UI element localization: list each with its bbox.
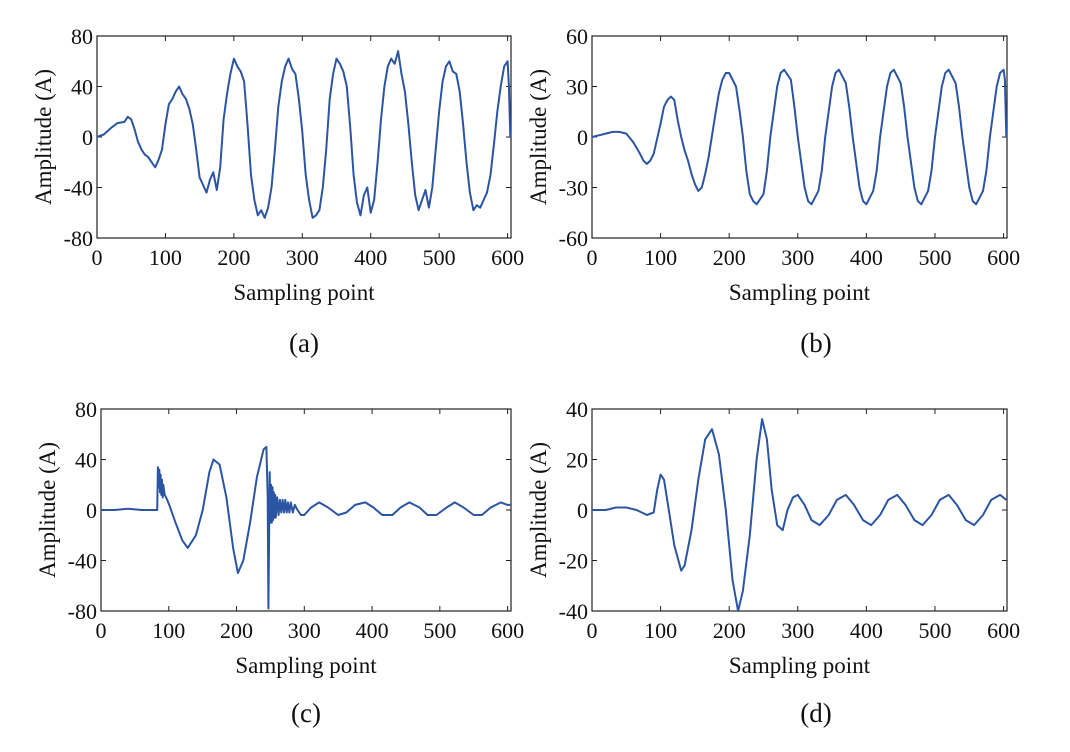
x-tick-label: 0 bbox=[92, 245, 103, 270]
x-tick-label: 100 bbox=[644, 618, 677, 643]
x-tick-label: 500 bbox=[423, 618, 456, 643]
x-axis-label: Sampling point bbox=[233, 280, 375, 305]
y-tick-label: 40 bbox=[566, 397, 588, 422]
y-tick-label: -40 bbox=[64, 176, 93, 201]
series-line-1 bbox=[592, 418, 1007, 612]
y-tick-label: -80 bbox=[64, 226, 93, 251]
plot-frame bbox=[96, 35, 512, 239]
x-tick-label: 300 bbox=[781, 245, 814, 270]
series-line-1 bbox=[591, 68, 1008, 206]
y-tick-label: -40 bbox=[68, 549, 97, 574]
x-tick-label: 100 bbox=[644, 245, 677, 270]
x-tick-label: 0 bbox=[587, 618, 598, 643]
series-line-1 bbox=[101, 445, 511, 610]
y-tick-label: 0 bbox=[577, 498, 588, 523]
plot-frame bbox=[591, 35, 1008, 239]
panel-caption: (a) bbox=[289, 328, 319, 358]
x-tick-label: 600 bbox=[987, 618, 1020, 643]
panel-caption: (d) bbox=[800, 698, 831, 728]
y-tick-label: -40 bbox=[559, 599, 588, 624]
panel-caption: (b) bbox=[800, 328, 831, 358]
panel-3: 0 100 200 300 400 500 600 -80 -40 0 40 80 Sampling p… bbox=[35, 397, 524, 728]
x-tick-label: 100 bbox=[152, 618, 185, 643]
x-axis-label: Sampling point bbox=[729, 653, 871, 678]
x-tick-label: 200 bbox=[713, 618, 746, 643]
x-tick-label: 200 bbox=[217, 245, 250, 270]
y-tick-label: -20 bbox=[559, 549, 588, 574]
y-tick-label: -80 bbox=[68, 599, 97, 624]
y-axis-label: Amplitude (A) bbox=[35, 442, 60, 578]
series-line-1 bbox=[96, 50, 512, 219]
x-tick-label: 600 bbox=[491, 245, 524, 270]
y-tick-label: 80 bbox=[71, 24, 93, 49]
panel-1: 0 100 200 300 400 500 600 -80 -40 0 40 80 Sampling p… bbox=[31, 24, 524, 358]
x-tick-label: 600 bbox=[987, 245, 1020, 270]
x-tick-label: 200 bbox=[220, 618, 253, 643]
x-tick-label: 600 bbox=[491, 618, 524, 643]
y-tick-label: 30 bbox=[566, 75, 588, 100]
y-tick-label: 60 bbox=[566, 24, 588, 49]
y-tick-label: 0 bbox=[82, 125, 93, 150]
x-tick-label: 100 bbox=[149, 245, 182, 270]
y-axis-label: Amplitude (A) bbox=[526, 442, 551, 578]
y-axis-label: Amplitude (A) bbox=[526, 69, 551, 205]
x-tick-label: 400 bbox=[850, 618, 883, 643]
y-tick-label: 80 bbox=[75, 397, 97, 422]
x-tick-label: 200 bbox=[713, 245, 746, 270]
x-tick-label: 400 bbox=[850, 245, 883, 270]
x-axis-label: Sampling point bbox=[729, 280, 871, 305]
y-tick-label: 0 bbox=[86, 498, 97, 523]
x-axis-label: Sampling point bbox=[235, 653, 377, 678]
y-tick-label: 0 bbox=[577, 125, 588, 150]
x-tick-label: 300 bbox=[288, 618, 321, 643]
plot-frame bbox=[100, 408, 512, 612]
x-tick-label: 0 bbox=[587, 245, 598, 270]
x-tick-label: 400 bbox=[354, 245, 387, 270]
x-tick-label: 500 bbox=[918, 245, 951, 270]
y-axis-label: Amplitude (A) bbox=[31, 69, 56, 205]
panel-2: 0 100 200 300 400 500 600 -60 -30 0 30 60 Sampling p… bbox=[526, 24, 1020, 358]
y-tick-label: 40 bbox=[75, 448, 97, 473]
panel-caption: (c) bbox=[291, 698, 321, 728]
panel-4: 0 100 200 300 400 500 600 -40 -20 0 20 40 Sampling p… bbox=[526, 397, 1020, 728]
y-tick-label: -60 bbox=[559, 226, 588, 251]
x-tick-label: 300 bbox=[781, 618, 814, 643]
x-tick-label: 500 bbox=[423, 245, 456, 270]
x-tick-label: 400 bbox=[356, 618, 389, 643]
y-tick-label: -30 bbox=[559, 176, 588, 201]
y-tick-label: 40 bbox=[71, 75, 93, 100]
x-tick-label: 300 bbox=[286, 245, 319, 270]
x-tick-label: 500 bbox=[918, 618, 951, 643]
y-tick-label: 20 bbox=[566, 448, 588, 473]
x-tick-label: 0 bbox=[96, 618, 107, 643]
